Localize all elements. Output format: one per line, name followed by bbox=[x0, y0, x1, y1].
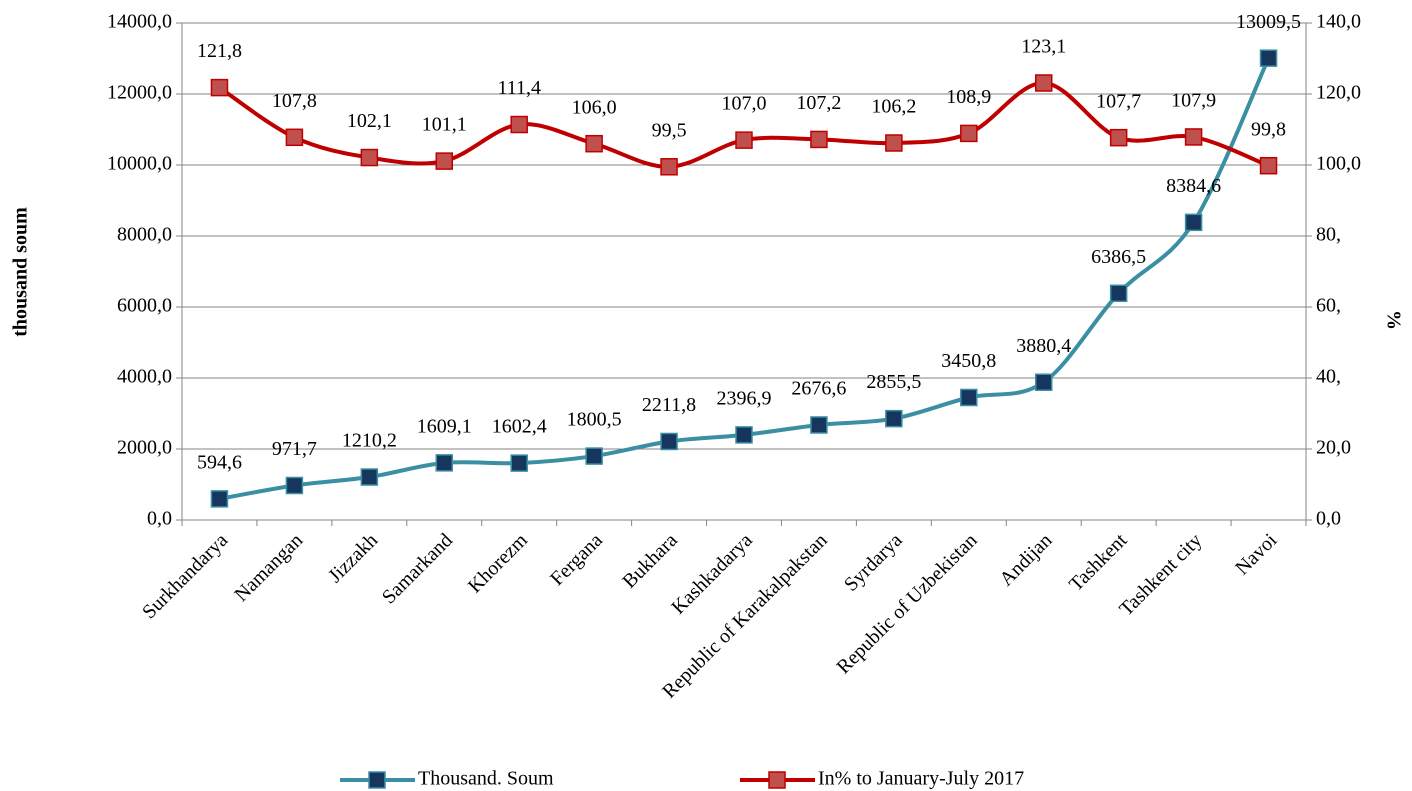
y2-tick-label: 0,0 bbox=[1316, 508, 1341, 530]
marker bbox=[1109, 284, 1128, 303]
data-label: 101,1 bbox=[422, 114, 467, 136]
y-tick-label: 4000,0 bbox=[117, 366, 172, 388]
y2-tick-label: 80, bbox=[1316, 224, 1341, 246]
data-label: 106,0 bbox=[572, 96, 617, 118]
x-tick-label: Bukhara bbox=[618, 529, 682, 593]
marker bbox=[435, 152, 454, 170]
data-label: 102,1 bbox=[347, 110, 392, 132]
marker bbox=[660, 158, 678, 176]
data-label: 107,7 bbox=[1096, 90, 1141, 112]
marker bbox=[810, 130, 828, 149]
marker bbox=[810, 416, 828, 434]
y2-tick-label: 140,0 bbox=[1316, 11, 1361, 33]
data-label: 2396,9 bbox=[717, 388, 772, 410]
y-tick-label: 12000,0 bbox=[107, 82, 172, 104]
data-label: 108,9 bbox=[946, 86, 991, 108]
data-label: 2676,6 bbox=[791, 378, 846, 400]
legend-label: In% to January-July 2017 bbox=[818, 768, 1024, 790]
data-label: 2855,5 bbox=[866, 371, 921, 393]
marker bbox=[285, 476, 304, 495]
x-tick-label: Fergana bbox=[546, 529, 607, 590]
data-label: 2211,8 bbox=[642, 394, 696, 416]
marker bbox=[1259, 156, 1278, 175]
legend-label: Thousand. Soum bbox=[418, 768, 554, 790]
marker bbox=[735, 426, 753, 444]
marker bbox=[1109, 128, 1128, 147]
x-tick-label: Samarkand bbox=[378, 529, 457, 608]
data-label: 121,8 bbox=[197, 40, 242, 62]
marker bbox=[735, 131, 753, 149]
y2-tick-label: 100,0 bbox=[1316, 153, 1361, 175]
x-tick-label: Surkhandarya bbox=[138, 529, 232, 623]
x-tick-label: Khorezm bbox=[464, 529, 532, 597]
data-label: 107,8 bbox=[272, 90, 317, 112]
marker bbox=[1034, 74, 1053, 92]
marker bbox=[510, 454, 528, 472]
data-label: 1609,1 bbox=[417, 415, 472, 437]
data-label: 107,0 bbox=[722, 93, 767, 115]
y2-tick-label: 60, bbox=[1316, 295, 1341, 317]
data-label: 3450,8 bbox=[941, 350, 996, 372]
marker bbox=[435, 454, 454, 472]
marker bbox=[885, 134, 903, 152]
y-tick-label: 8000,0 bbox=[117, 224, 172, 246]
data-label: 1800,5 bbox=[567, 409, 622, 431]
marker bbox=[1184, 213, 1203, 232]
data-label: 99,5 bbox=[652, 119, 687, 141]
y-tick-label: 0,0 bbox=[147, 508, 172, 530]
data-label: 13009,5 bbox=[1236, 11, 1301, 33]
marker bbox=[360, 148, 379, 167]
y2-tick-label: 20,0 bbox=[1316, 437, 1351, 459]
y-axis-label: thousand soum bbox=[10, 207, 32, 337]
y-tick-label: 14000,0 bbox=[107, 11, 172, 33]
marker bbox=[210, 490, 229, 508]
marker bbox=[660, 432, 678, 451]
data-label: 3880,4 bbox=[1016, 335, 1071, 357]
data-label: 971,7 bbox=[272, 438, 317, 460]
y-tick-label: 6000,0 bbox=[117, 295, 172, 317]
x-tick-label: Navoi bbox=[1231, 529, 1281, 579]
legend-marker bbox=[368, 771, 386, 789]
data-label: 594,6 bbox=[197, 451, 242, 473]
marker bbox=[585, 447, 603, 465]
data-label: 1210,2 bbox=[342, 430, 397, 452]
x-tick-label: Andijan bbox=[995, 529, 1056, 590]
marker bbox=[1184, 128, 1203, 146]
x-tick-label: Republic of Uzbekistan bbox=[832, 529, 981, 678]
marker bbox=[360, 468, 379, 486]
data-label: 106,2 bbox=[871, 96, 916, 118]
marker bbox=[510, 115, 528, 134]
data-label: 107,9 bbox=[1171, 90, 1216, 112]
marker bbox=[210, 78, 229, 97]
marker bbox=[285, 128, 304, 147]
data-label: 8384,6 bbox=[1166, 175, 1221, 197]
x-tick-label: Tashkent bbox=[1065, 529, 1132, 596]
marker bbox=[1034, 373, 1053, 391]
x-tick-label: Jizzakh bbox=[324, 529, 382, 587]
y2-axis-label: % bbox=[1382, 310, 1404, 330]
data-label: 6386,5 bbox=[1091, 246, 1146, 268]
data-label: 123,1 bbox=[1021, 36, 1066, 58]
data-label: 107,2 bbox=[796, 92, 841, 114]
y2-tick-label: 120,0 bbox=[1316, 82, 1361, 104]
y2-tick-label: 40, bbox=[1316, 366, 1341, 388]
legend-marker bbox=[768, 771, 786, 789]
marker bbox=[960, 388, 978, 407]
y-tick-label: 10000,0 bbox=[107, 153, 172, 175]
data-label: 99,8 bbox=[1251, 118, 1286, 140]
y-tick-label: 2000,0 bbox=[117, 437, 172, 459]
marker bbox=[960, 124, 978, 143]
data-label: 111,4 bbox=[497, 77, 541, 99]
x-tick-label: Namangan bbox=[230, 529, 307, 606]
marker bbox=[585, 134, 603, 153]
marker bbox=[1259, 49, 1278, 67]
marker bbox=[885, 409, 903, 428]
data-label: 1602,4 bbox=[492, 416, 547, 438]
x-tick-label: Syrdarya bbox=[840, 529, 907, 596]
